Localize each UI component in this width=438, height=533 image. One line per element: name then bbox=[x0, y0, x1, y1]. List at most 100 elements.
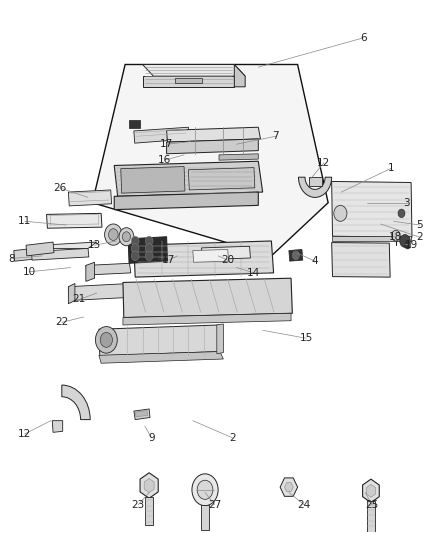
Polygon shape bbox=[188, 167, 255, 190]
Circle shape bbox=[131, 244, 139, 253]
Text: 6: 6 bbox=[360, 33, 367, 43]
Circle shape bbox=[400, 235, 410, 247]
Circle shape bbox=[145, 244, 153, 253]
Polygon shape bbox=[157, 254, 164, 260]
Circle shape bbox=[145, 236, 153, 246]
Circle shape bbox=[145, 251, 153, 261]
Text: 9: 9 bbox=[148, 433, 155, 443]
Circle shape bbox=[131, 236, 139, 246]
Polygon shape bbox=[217, 324, 223, 354]
Text: 12: 12 bbox=[317, 158, 330, 168]
Polygon shape bbox=[145, 497, 153, 524]
Polygon shape bbox=[121, 166, 185, 193]
Polygon shape bbox=[201, 246, 251, 260]
Polygon shape bbox=[130, 120, 140, 128]
Circle shape bbox=[392, 230, 400, 241]
Polygon shape bbox=[201, 505, 209, 530]
Circle shape bbox=[109, 229, 118, 240]
Text: 24: 24 bbox=[297, 499, 311, 510]
Circle shape bbox=[192, 474, 218, 506]
Circle shape bbox=[131, 251, 139, 261]
Text: 12: 12 bbox=[18, 429, 32, 439]
Text: 5: 5 bbox=[417, 220, 423, 230]
Text: 18: 18 bbox=[389, 232, 403, 243]
Text: 4: 4 bbox=[312, 256, 318, 266]
Polygon shape bbox=[86, 262, 95, 281]
Circle shape bbox=[291, 250, 300, 261]
Text: 15: 15 bbox=[300, 333, 313, 343]
Text: 20: 20 bbox=[221, 255, 234, 265]
Text: 13: 13 bbox=[88, 240, 101, 250]
Polygon shape bbox=[166, 139, 258, 154]
Text: 8: 8 bbox=[8, 254, 15, 263]
Text: 16: 16 bbox=[158, 155, 171, 165]
Text: 2: 2 bbox=[229, 433, 235, 443]
Text: 7: 7 bbox=[272, 131, 279, 141]
Circle shape bbox=[334, 205, 347, 221]
Circle shape bbox=[95, 327, 117, 353]
Text: 11: 11 bbox=[18, 216, 32, 227]
Polygon shape bbox=[332, 181, 412, 237]
Polygon shape bbox=[219, 154, 258, 160]
Polygon shape bbox=[144, 479, 154, 492]
Circle shape bbox=[197, 480, 213, 499]
Circle shape bbox=[105, 224, 122, 245]
Polygon shape bbox=[52, 421, 63, 432]
Polygon shape bbox=[366, 484, 375, 497]
Polygon shape bbox=[31, 248, 89, 260]
Polygon shape bbox=[99, 352, 223, 364]
Polygon shape bbox=[363, 479, 379, 503]
Polygon shape bbox=[123, 313, 291, 325]
Polygon shape bbox=[68, 284, 131, 301]
Text: 10: 10 bbox=[22, 267, 35, 277]
Polygon shape bbox=[134, 409, 150, 419]
Circle shape bbox=[405, 241, 411, 249]
Polygon shape bbox=[92, 64, 328, 256]
Polygon shape bbox=[123, 278, 292, 318]
Polygon shape bbox=[332, 243, 390, 277]
Text: 25: 25 bbox=[365, 499, 378, 510]
Polygon shape bbox=[308, 177, 321, 185]
Wedge shape bbox=[298, 177, 332, 197]
Text: 2: 2 bbox=[417, 232, 423, 243]
Text: 27: 27 bbox=[208, 499, 221, 510]
Polygon shape bbox=[193, 249, 229, 262]
Polygon shape bbox=[135, 410, 148, 417]
Text: 21: 21 bbox=[73, 294, 86, 304]
Text: 17: 17 bbox=[160, 139, 173, 149]
Text: 3: 3 bbox=[403, 198, 410, 208]
Circle shape bbox=[100, 333, 113, 348]
Polygon shape bbox=[332, 236, 411, 241]
Polygon shape bbox=[280, 478, 297, 496]
Text: 14: 14 bbox=[247, 268, 261, 278]
Polygon shape bbox=[367, 502, 374, 532]
Polygon shape bbox=[285, 482, 293, 492]
Polygon shape bbox=[31, 242, 97, 248]
Polygon shape bbox=[134, 241, 274, 277]
Polygon shape bbox=[175, 78, 201, 83]
Text: 26: 26 bbox=[53, 183, 66, 193]
Wedge shape bbox=[62, 385, 90, 419]
Polygon shape bbox=[289, 249, 303, 261]
Polygon shape bbox=[134, 127, 189, 143]
Polygon shape bbox=[143, 76, 234, 87]
Circle shape bbox=[122, 232, 131, 241]
Text: 1: 1 bbox=[388, 163, 395, 173]
Text: 17: 17 bbox=[162, 255, 175, 265]
Polygon shape bbox=[26, 242, 54, 256]
Circle shape bbox=[398, 209, 405, 217]
Polygon shape bbox=[14, 248, 35, 261]
Polygon shape bbox=[86, 263, 131, 275]
Polygon shape bbox=[114, 192, 258, 209]
Circle shape bbox=[119, 228, 134, 246]
Polygon shape bbox=[46, 213, 102, 228]
Polygon shape bbox=[68, 190, 112, 206]
Polygon shape bbox=[234, 64, 245, 87]
Polygon shape bbox=[114, 161, 263, 196]
Polygon shape bbox=[140, 473, 158, 498]
Text: 23: 23 bbox=[131, 499, 145, 510]
Polygon shape bbox=[128, 237, 167, 263]
Polygon shape bbox=[143, 64, 245, 76]
Polygon shape bbox=[166, 127, 261, 142]
Text: 22: 22 bbox=[55, 317, 68, 327]
